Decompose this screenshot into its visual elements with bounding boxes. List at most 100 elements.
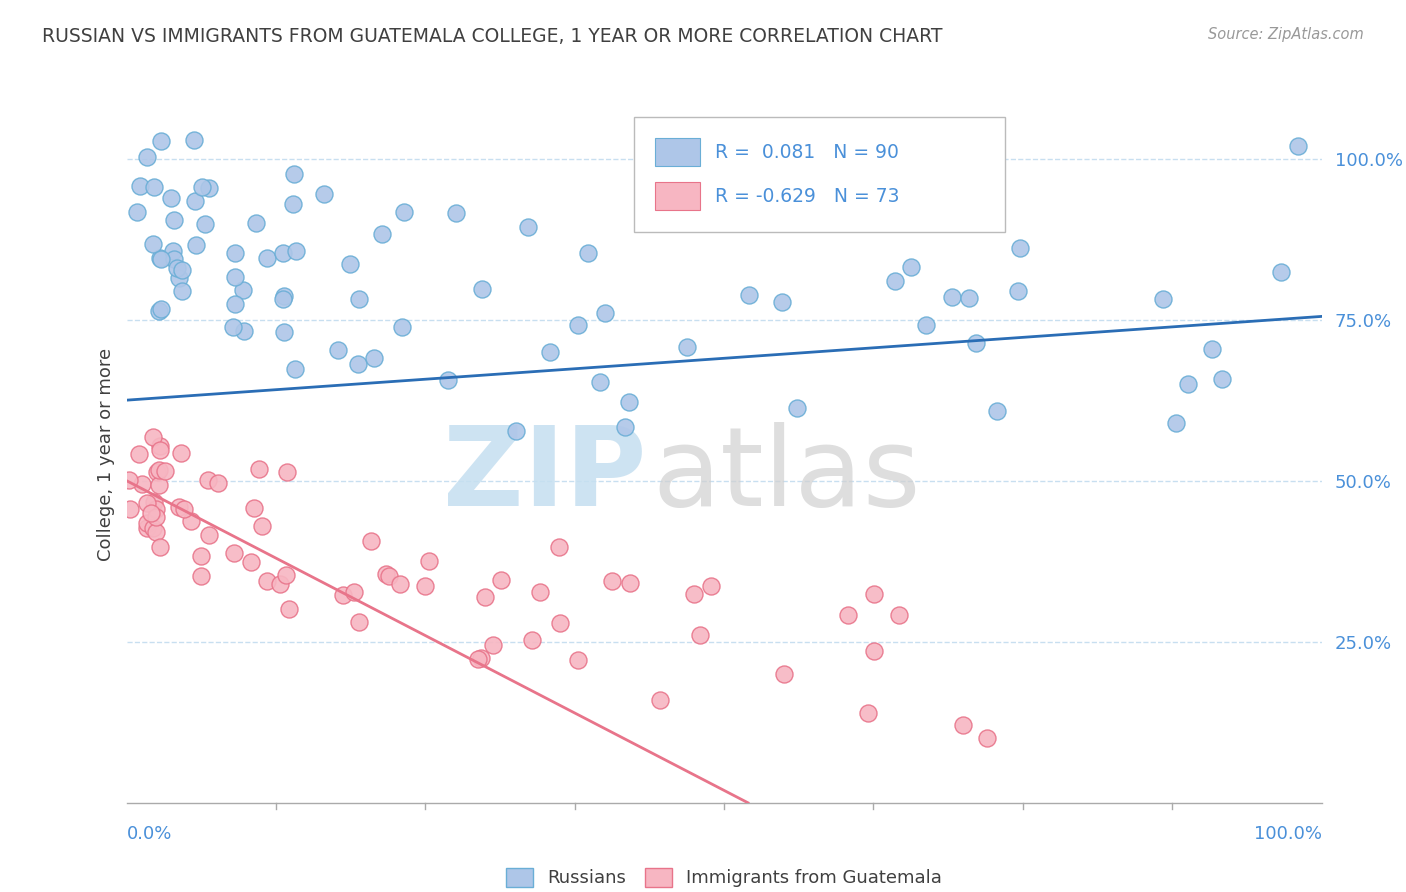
Point [392, 205, 415, 219]
Point [957, 292, 980, 306]
Point [520, 633, 543, 648]
Point [173, 502, 195, 516]
Point [186, 238, 208, 252]
Point [145, 524, 167, 539]
Point [143, 179, 166, 194]
Point [243, 501, 266, 516]
Point [474, 590, 496, 604]
Point [247, 461, 270, 475]
Point [1211, 372, 1233, 386]
Point [232, 324, 254, 338]
Point [277, 602, 299, 616]
Text: R = -0.629   N = 73: R = -0.629 N = 73 [714, 186, 898, 205]
Point [529, 585, 551, 599]
Point [619, 575, 641, 590]
Bar [655, 138, 700, 166]
Point [614, 420, 637, 434]
Point [222, 319, 245, 334]
Bar [655, 182, 700, 210]
Point [146, 465, 169, 479]
Text: 100.0%: 100.0% [1254, 825, 1322, 843]
Point [271, 246, 294, 260]
Point [1270, 265, 1292, 279]
Point [224, 296, 246, 310]
Point [194, 217, 217, 231]
Point [346, 357, 368, 371]
Text: ZIP: ZIP [443, 422, 647, 529]
Point [197, 528, 219, 542]
Point [600, 574, 623, 588]
Point [284, 244, 307, 259]
Point [374, 567, 396, 582]
Point [128, 447, 150, 461]
Point [149, 442, 172, 457]
Point [276, 465, 298, 479]
Point [245, 216, 267, 230]
Point [1007, 285, 1029, 299]
Point [332, 588, 354, 602]
Point [436, 373, 458, 387]
Point [118, 473, 141, 487]
Y-axis label: College, 1 year or more: College, 1 year or more [97, 349, 115, 561]
FancyBboxPatch shape [634, 118, 1005, 232]
Point [224, 270, 246, 285]
Point [567, 653, 589, 667]
Point [343, 585, 366, 599]
Point [976, 731, 998, 746]
Point [418, 554, 440, 568]
Point [1286, 138, 1309, 153]
Point [489, 573, 512, 587]
Point [256, 251, 278, 265]
Point [148, 304, 170, 318]
Legend: Russians, Immigrants from Guatemala: Russians, Immigrants from Guatemala [499, 861, 949, 892]
Point [129, 178, 152, 193]
Point [148, 478, 170, 492]
Point [328, 343, 350, 358]
Point [150, 301, 173, 316]
Point [884, 274, 907, 288]
Point [965, 335, 987, 350]
Point [548, 540, 571, 554]
Point [941, 290, 963, 304]
Point [538, 345, 561, 359]
Point [312, 187, 335, 202]
Text: Source: ZipAtlas.com: Source: ZipAtlas.com [1208, 27, 1364, 42]
Point [167, 500, 190, 515]
Point [149, 439, 172, 453]
Point [190, 549, 212, 564]
Point [446, 206, 468, 220]
Point [142, 521, 165, 535]
Point [470, 650, 492, 665]
Point [149, 541, 172, 555]
Point [347, 615, 370, 629]
Point [118, 501, 141, 516]
Point [271, 293, 294, 307]
Point [773, 667, 796, 681]
Point [143, 495, 166, 509]
Point [167, 271, 190, 285]
Point [1152, 292, 1174, 306]
Point [914, 318, 936, 332]
Point [240, 555, 263, 569]
Text: R =  0.081   N = 90: R = 0.081 N = 90 [714, 143, 898, 161]
Point [391, 320, 413, 334]
Point [986, 404, 1008, 418]
Point [648, 693, 671, 707]
Point [149, 251, 172, 265]
Point [274, 568, 297, 582]
Point [170, 445, 193, 459]
Point [207, 476, 229, 491]
Text: 0.0%: 0.0% [127, 825, 172, 843]
Point [142, 430, 165, 444]
Point [149, 252, 172, 267]
Point [676, 340, 699, 354]
Point [738, 288, 761, 302]
Point [197, 473, 219, 487]
Point [198, 181, 221, 195]
Point [256, 574, 278, 588]
Point [191, 179, 214, 194]
Point [136, 516, 159, 530]
Point [548, 616, 571, 631]
Point [378, 568, 401, 582]
Point [413, 579, 436, 593]
